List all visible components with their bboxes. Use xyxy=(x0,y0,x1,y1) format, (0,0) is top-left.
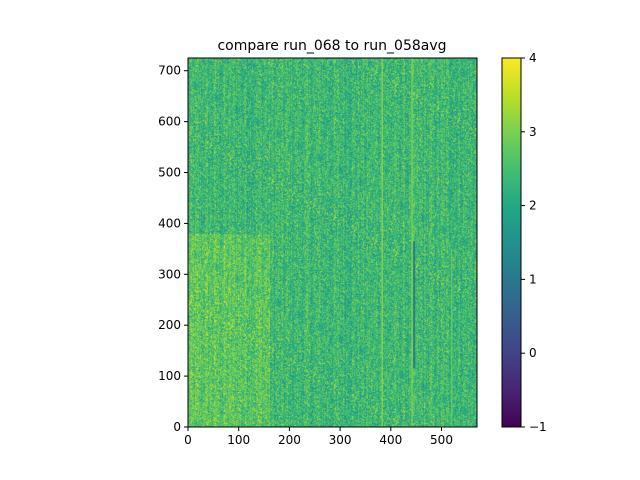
y-tick-label: 400 xyxy=(158,216,181,230)
y-tick-label: 0 xyxy=(173,420,181,434)
plot-frame xyxy=(187,57,478,428)
streak-layer xyxy=(381,58,453,427)
y-tick-label: 500 xyxy=(158,166,181,180)
chart-title: compare run_068 to run_058avg xyxy=(217,38,446,54)
colorbar-gradient xyxy=(501,57,522,428)
colorbar-tick-label: 0 xyxy=(529,346,537,360)
y-tick-label: 300 xyxy=(158,267,181,281)
y-tick-label: 100 xyxy=(158,369,181,383)
y-tick-label: 700 xyxy=(158,64,181,78)
y-axis: 0 100 200 300 400 500 600 700 xyxy=(158,64,188,434)
x-tick-label: 500 xyxy=(430,433,453,447)
x-tick-label: 200 xyxy=(278,433,301,447)
colorbar-tick-label: −1 xyxy=(529,420,547,434)
colorbar-tick-label: 2 xyxy=(529,199,537,213)
heatmap-image xyxy=(188,58,477,427)
colorbar-ticks: −1 0 1 2 3 4 xyxy=(521,51,547,434)
colorbar-tick-label: 3 xyxy=(529,125,537,139)
x-axis: 0 100 200 300 400 500 xyxy=(184,427,453,447)
colorbar-tick-label: 4 xyxy=(529,51,537,65)
x-tick-label: 400 xyxy=(379,433,402,447)
colorbar-tick-label: 1 xyxy=(529,272,537,286)
x-tick-label: 100 xyxy=(227,433,250,447)
y-tick-label: 600 xyxy=(158,115,181,129)
colorbar: −1 0 1 2 3 4 xyxy=(501,51,547,434)
x-tick-label: 300 xyxy=(329,433,352,447)
heatmap-plot-area xyxy=(187,57,478,428)
y-tick-label: 200 xyxy=(158,318,181,332)
x-tick-label: 0 xyxy=(184,433,192,447)
